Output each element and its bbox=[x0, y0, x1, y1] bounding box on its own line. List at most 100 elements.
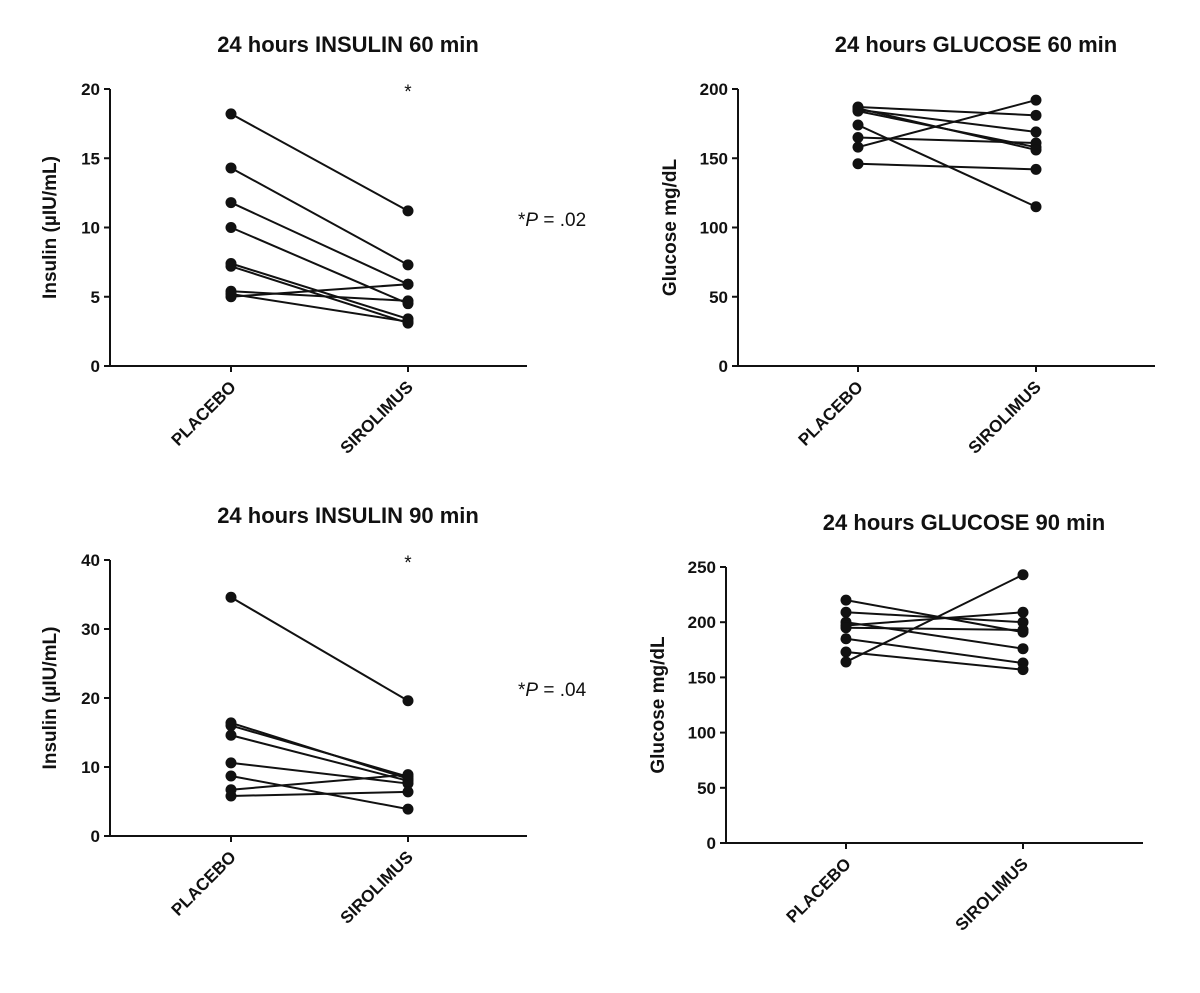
series-line-8 bbox=[230, 283, 409, 298]
chart-panel-3: 24 hours INSULIN 90 min Insulin (µIU/mL) 0… bbox=[40, 503, 587, 928]
y-tick-label: 30 bbox=[81, 620, 100, 639]
data-point-3-sirolimus bbox=[1017, 643, 1029, 655]
y-tick-label: 50 bbox=[697, 779, 716, 798]
y-tick-label: 150 bbox=[700, 149, 728, 168]
data-point-2-placebo bbox=[840, 606, 852, 618]
y-tick-label: 20 bbox=[81, 689, 100, 708]
x-tick-label-sirolimus: SIROLIMUS bbox=[337, 847, 417, 927]
series-line-7 bbox=[857, 162, 1037, 171]
y-tick-label: 0 bbox=[91, 827, 100, 846]
series-line-1 bbox=[845, 599, 1024, 634]
x-tick-label-sirolimus: SIROLIMUS bbox=[952, 854, 1032, 934]
data-point-7-sirolimus bbox=[1017, 664, 1029, 676]
chart-title: 24 hours GLUCOSE 90 min bbox=[823, 510, 1105, 535]
data-point-7-sirolimus bbox=[1030, 163, 1042, 175]
chart-title: 24 hours INSULIN 60 min bbox=[217, 32, 479, 57]
data-point-8-placebo bbox=[225, 790, 237, 802]
y-tick-label: 50 bbox=[709, 288, 728, 307]
data-point-4-placebo bbox=[225, 729, 237, 741]
series-line-4 bbox=[230, 226, 409, 305]
data-point-7-sirolimus bbox=[402, 295, 414, 307]
data-point-9-sirolimus bbox=[402, 316, 414, 328]
data-point-1-placebo bbox=[840, 594, 852, 606]
series-line-8 bbox=[230, 790, 409, 797]
data-point-5-placebo bbox=[840, 622, 852, 634]
x-tick-label-placebo: PLACEBO bbox=[783, 854, 855, 926]
data-point-6-placebo bbox=[225, 770, 237, 782]
chart-title: 24 hours INSULIN 90 min bbox=[217, 503, 479, 528]
data-point-1-placebo bbox=[225, 108, 237, 120]
data-point-6-placebo bbox=[225, 260, 237, 272]
data-point-5-sirolimus bbox=[402, 778, 414, 790]
data-point-6-sirolimus bbox=[1030, 94, 1042, 106]
series-line-5 bbox=[845, 626, 1024, 631]
series-line-4 bbox=[230, 734, 409, 782]
data-point-8-sirolimus bbox=[402, 786, 414, 798]
p-value-annotation: *P = .04 bbox=[518, 680, 587, 701]
x-tick-label-placebo: PLACEBO bbox=[795, 377, 867, 449]
x-tick-label-placebo: PLACEBO bbox=[168, 847, 240, 919]
series-line-5 bbox=[230, 761, 409, 785]
y-tick-label: 200 bbox=[688, 613, 716, 632]
data-point-7-placebo bbox=[852, 158, 864, 170]
chart-panel-4: 24 hours GLUCOSE 90 min Glucose mg/dL 0 50 1… bbox=[648, 510, 1143, 935]
y-axis-label: Insulin (µIU/mL) bbox=[40, 156, 61, 299]
y-axis-label: Glucose mg/dL bbox=[648, 636, 669, 774]
data-point-8-sirolimus bbox=[402, 278, 414, 290]
series-line-6 bbox=[230, 265, 409, 325]
data-point-4-placebo bbox=[852, 119, 864, 131]
data-point-8-sirolimus bbox=[1030, 144, 1042, 156]
chart-panel-2: 24 hours GLUCOSE 60 min Glucose mg/dL 0 50 1… bbox=[660, 32, 1155, 458]
data-point-5-placebo bbox=[225, 757, 237, 769]
x-tick-label-placebo: PLACEBO bbox=[168, 377, 240, 449]
data-point-6-placebo bbox=[840, 633, 852, 645]
p-value-annotation: *P = .02 bbox=[518, 210, 586, 231]
significance-marker: * bbox=[404, 82, 412, 103]
series-line-3 bbox=[230, 724, 409, 778]
series-line-6 bbox=[857, 99, 1037, 149]
data-point-3-placebo bbox=[225, 197, 237, 209]
data-point-1-placebo bbox=[225, 591, 237, 603]
series-line-8 bbox=[845, 573, 1024, 663]
data-point-4-sirolimus bbox=[1017, 606, 1029, 618]
series-line-1 bbox=[230, 113, 409, 212]
y-tick-label: 150 bbox=[688, 668, 716, 687]
y-tick-label: 100 bbox=[688, 724, 716, 743]
data-point-2-sirolimus bbox=[402, 259, 414, 271]
series-line-3 bbox=[845, 621, 1024, 650]
data-point-5-placebo bbox=[852, 131, 864, 143]
data-point-6-placebo bbox=[852, 141, 864, 153]
y-tick-label: 10 bbox=[81, 758, 100, 777]
series-line-6 bbox=[845, 637, 1024, 665]
y-tick-label: 5 bbox=[91, 288, 100, 307]
y-tick-label: 10 bbox=[81, 219, 100, 238]
significance-marker: * bbox=[404, 553, 412, 574]
data-point-2-sirolimus bbox=[1017, 616, 1029, 628]
series-line-1 bbox=[230, 596, 409, 702]
chart-title: 24 hours GLUCOSE 60 min bbox=[835, 32, 1117, 57]
data-point-9-placebo bbox=[225, 288, 237, 300]
series-line-7 bbox=[845, 651, 1024, 671]
data-point-4-sirolimus bbox=[1030, 201, 1042, 213]
data-point-7-placebo bbox=[840, 646, 852, 658]
y-axis-label: Glucose mg/dL bbox=[660, 158, 681, 296]
series-line-2 bbox=[230, 167, 409, 266]
series-line-7 bbox=[230, 773, 409, 791]
data-point-4-placebo bbox=[225, 222, 237, 233]
series-line-9 bbox=[230, 292, 409, 323]
y-tick-label: 100 bbox=[700, 219, 728, 238]
data-point-8-placebo bbox=[840, 656, 852, 668]
series-line-6 bbox=[230, 774, 409, 811]
data-point-8-placebo bbox=[852, 102, 864, 114]
y-axis-label: Insulin (µIU/mL) bbox=[40, 627, 61, 770]
series-line-3 bbox=[230, 201, 409, 286]
series-line-7 bbox=[230, 290, 409, 302]
data-point-6-sirolimus bbox=[402, 803, 414, 815]
series-line-8 bbox=[857, 107, 1037, 151]
data-point-2-sirolimus bbox=[1030, 126, 1042, 138]
y-tick-label: 0 bbox=[91, 357, 100, 376]
data-point-2-placebo bbox=[225, 162, 237, 174]
data-point-5-sirolimus bbox=[1017, 624, 1029, 636]
